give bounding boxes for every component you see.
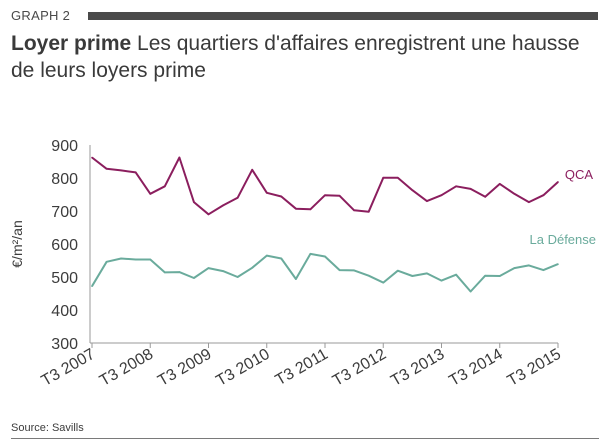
data-point xyxy=(528,264,530,267)
data-point xyxy=(353,269,355,272)
data-point xyxy=(309,253,312,255)
data-point xyxy=(236,197,239,199)
source-rule xyxy=(11,438,599,439)
x-tick-label: T3 2011 xyxy=(273,346,331,390)
data-point xyxy=(498,275,501,277)
data-point xyxy=(193,277,195,279)
data-point xyxy=(295,207,297,210)
data-point xyxy=(397,176,399,179)
x-tick-label: T3 2014 xyxy=(446,346,505,390)
data-point xyxy=(484,196,486,198)
y-tick-label: 500 xyxy=(51,270,78,287)
data-point xyxy=(513,193,516,195)
x-tick-label: T3 2009 xyxy=(155,346,214,390)
data-point xyxy=(105,167,108,170)
x-tick-label: T3 2010 xyxy=(213,346,272,390)
data-point xyxy=(236,276,239,278)
data-point xyxy=(134,171,137,174)
chart-title: Loyer prime Les quartiers d'affaires enr… xyxy=(11,30,601,84)
series-label: La Défense xyxy=(530,232,597,247)
data-point xyxy=(164,185,166,188)
data-point xyxy=(440,279,443,282)
data-point xyxy=(557,263,559,265)
data-point xyxy=(280,195,283,198)
title-rest: Les quartiers d'affaires enregistrent un… xyxy=(11,32,580,82)
data-point xyxy=(164,271,166,274)
series-line-1 xyxy=(91,252,559,293)
data-point xyxy=(251,266,253,269)
header-rule xyxy=(88,12,598,20)
data-point xyxy=(120,169,122,172)
data-point xyxy=(382,176,385,179)
x-tick-label: T3 2015 xyxy=(505,346,564,390)
data-point xyxy=(513,267,516,269)
data-point xyxy=(411,189,414,192)
data-point xyxy=(338,269,341,271)
data-point xyxy=(455,185,457,188)
y-tick-label: 800 xyxy=(51,171,78,188)
data-point xyxy=(193,201,195,203)
graph-label: GRAPH 2 xyxy=(11,8,71,23)
data-point xyxy=(222,270,224,272)
data-point xyxy=(498,183,501,185)
data-point xyxy=(397,269,399,272)
data-point xyxy=(324,194,326,196)
data-point xyxy=(91,156,93,159)
data-point xyxy=(178,271,181,273)
data-point xyxy=(295,278,297,280)
data-point xyxy=(469,290,472,293)
data-point xyxy=(426,272,428,275)
data-point xyxy=(367,210,370,213)
data-point xyxy=(469,188,472,190)
data-point xyxy=(382,281,385,284)
data-point xyxy=(91,285,93,288)
data-point xyxy=(280,257,283,260)
data-point xyxy=(484,274,486,277)
y-tick-label: 300 xyxy=(51,336,78,353)
data-point xyxy=(149,258,152,261)
data-point xyxy=(265,192,268,194)
data-point xyxy=(411,275,414,277)
data-point xyxy=(207,267,210,269)
data-point xyxy=(353,209,355,212)
data-point xyxy=(440,194,443,196)
data-point xyxy=(455,273,457,276)
data-point xyxy=(265,254,268,257)
data-point xyxy=(178,156,181,159)
y-axis-label: €/m²/an xyxy=(9,220,25,267)
data-point xyxy=(528,201,530,203)
data-point xyxy=(542,194,545,196)
series-group: QCA La Défense xyxy=(91,156,597,293)
series-line-0 xyxy=(91,156,559,216)
data-point xyxy=(251,168,253,171)
x-tick-label: T3 2008 xyxy=(97,346,156,390)
x-tick-label: T3 2012 xyxy=(330,346,389,390)
series-label: QCA xyxy=(565,167,594,182)
source-note: Source: Savills xyxy=(11,422,84,434)
data-point xyxy=(105,261,108,263)
data-point xyxy=(222,204,224,207)
data-point xyxy=(120,257,122,260)
data-point xyxy=(309,208,312,211)
data-point xyxy=(557,181,559,183)
data-point xyxy=(207,213,210,216)
y-ticks: 300 400 500 600 700 800 900 xyxy=(51,138,78,353)
data-point xyxy=(134,258,137,261)
data-point xyxy=(426,200,428,202)
y-tick-label: 400 xyxy=(51,303,78,320)
data-point xyxy=(367,274,370,277)
title-bold: Loyer prime xyxy=(11,32,132,55)
x-tick-label: T3 2013 xyxy=(388,346,447,390)
data-point xyxy=(542,269,545,271)
data-point xyxy=(338,195,341,197)
y-tick-label: 900 xyxy=(51,138,78,155)
data-point xyxy=(324,255,326,258)
y-tick-label: 700 xyxy=(51,204,78,221)
data-point xyxy=(149,193,152,195)
y-tick-label: 600 xyxy=(51,237,78,254)
